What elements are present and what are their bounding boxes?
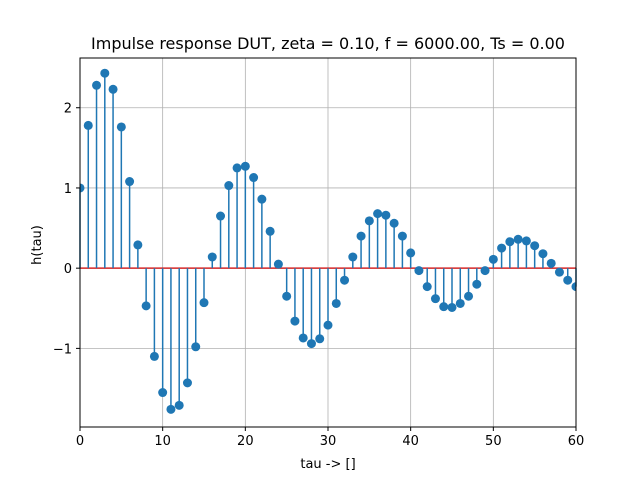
x-tick-label: 30 — [320, 434, 337, 449]
stem-marker — [455, 298, 465, 308]
stem-marker — [447, 302, 457, 312]
stem-marker — [298, 333, 308, 343]
stem-marker — [439, 302, 449, 312]
stem-marker — [538, 249, 548, 259]
stem-marker — [133, 240, 143, 250]
stem-marker — [331, 298, 341, 308]
x-tick-label: 50 — [485, 434, 502, 449]
stem-marker — [381, 210, 391, 220]
stem-marker — [116, 122, 126, 132]
stem-marker — [290, 316, 300, 326]
stem-marker — [199, 298, 209, 308]
stem-marker — [513, 234, 523, 244]
stem-marker — [430, 294, 440, 304]
x-tick-label: 40 — [402, 434, 419, 449]
stem-marker — [273, 259, 283, 269]
stem-marker — [257, 194, 267, 204]
y-tick-label: 2 — [64, 102, 72, 117]
stem-marker — [166, 404, 176, 414]
stem-marker — [83, 120, 93, 130]
stem-marker — [422, 282, 432, 292]
stem-marker — [282, 291, 292, 301]
marker-group — [80, 68, 576, 414]
ticks-layer: 0 10 20 30 40 50 60 −1 0 1 2 — [53, 102, 584, 449]
stem-marker — [571, 282, 576, 292]
y-axis-label: h(tau) — [30, 225, 45, 265]
stem-marker — [364, 216, 374, 226]
stem-marker — [158, 388, 168, 398]
stem-marker — [546, 258, 556, 268]
stem-marker — [224, 181, 234, 191]
y-tick-label: 0 — [64, 262, 72, 277]
stem-marker — [505, 237, 515, 247]
chart-title: Impulse response DUT, zeta = 0.10, f = 6… — [91, 34, 565, 53]
stem-marker — [249, 173, 259, 183]
stem-marker — [389, 218, 399, 228]
stem-marker — [497, 243, 507, 253]
stem-marker — [488, 254, 498, 264]
stem-marker — [191, 342, 201, 352]
stem-marker — [149, 351, 159, 361]
grid — [79, 58, 577, 427]
stem-marker — [92, 80, 102, 90]
stem-marker — [315, 334, 325, 344]
stem-marker — [125, 177, 135, 187]
stem-marker — [397, 231, 407, 241]
stem-marker — [207, 252, 217, 262]
stem-marker — [464, 291, 474, 301]
x-tick-label: 10 — [154, 434, 171, 449]
stem-marker — [306, 339, 316, 349]
stem-marker — [521, 236, 531, 246]
x-axis-label: tau -> [] — [300, 457, 355, 472]
stem-marker — [348, 252, 358, 262]
stem-marker — [414, 266, 424, 276]
stem-marker — [80, 183, 85, 193]
stem-marker — [530, 241, 540, 251]
stem-marker — [182, 378, 192, 388]
stem-marker — [216, 211, 226, 221]
x-tick-label: 20 — [237, 434, 254, 449]
stem-marker — [563, 275, 573, 285]
stem-marker — [480, 266, 490, 276]
y-tick-label: 1 — [64, 182, 72, 197]
stem-marker — [554, 267, 564, 277]
stem-marker — [240, 161, 250, 171]
stem-marker — [356, 231, 366, 241]
stem-marker — [323, 320, 333, 330]
stem-marker — [472, 279, 482, 289]
x-tick-label: 0 — [76, 434, 84, 449]
stem-marker — [108, 84, 118, 94]
stem-marker — [373, 209, 383, 219]
stem-marker — [174, 400, 184, 410]
stem-marker — [141, 301, 151, 311]
stem-marker — [232, 163, 242, 173]
stem-marker — [265, 226, 275, 236]
stem-marker — [340, 275, 350, 285]
x-tick-label: 60 — [568, 434, 585, 449]
stem-marker — [100, 68, 110, 78]
stem-marker — [406, 248, 416, 258]
y-tick-label: −1 — [53, 342, 72, 357]
